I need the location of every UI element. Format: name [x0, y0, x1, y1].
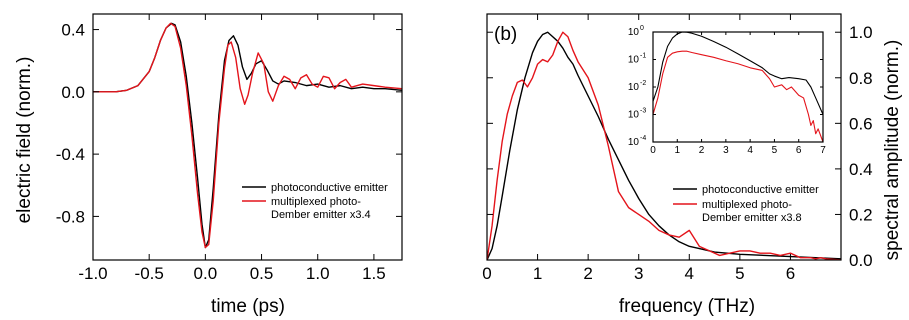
panel-b-xtick-label: 2: [583, 264, 592, 283]
panel-b-ytick-label: 1.0: [849, 23, 873, 42]
panel-a-frame: [92, 13, 403, 261]
panel-a-legend-label-1: photoconductive emitter: [271, 182, 388, 194]
inset-series-photo-dember-line: [653, 50, 823, 142]
panel-b-curves: [487, 31, 841, 260]
inset-xtick-label: 0: [650, 145, 656, 156]
panel-b-xtick-label: 1: [533, 264, 542, 283]
inset-xtick-label: 5: [772, 145, 778, 156]
panel-b-xtick-label: 4: [685, 264, 694, 283]
panel-b-ylabel: spectral amplitude (norm.): [882, 40, 903, 261]
panel-b-plot-area: [487, 31, 841, 260]
panel-b-axes: 0 1 2 3 4 5 6 0.0 0.2 0.4 0.6 0.8 1.0: [482, 13, 873, 283]
inset-xtick-label: 3: [723, 145, 729, 156]
panel-b-label: (b): [494, 24, 517, 45]
panel-b-spectral-amplitude: 0 1 2 3 4 5 6 0.0 0.2 0.4 0.6 0.8 1.0 (b) frequency …: [482, 13, 903, 317]
inset-background: [653, 32, 823, 142]
panel-a-ytick-label: 0.0: [61, 83, 85, 102]
inset-ytick-label: 10: [628, 110, 640, 121]
inset-series-photoconductive-line: [653, 32, 823, 115]
panel-b-legend-label-2: multiplexed photo-: [702, 199, 792, 211]
inset-plot-area: [653, 32, 823, 142]
panel-a-axes: -1.0 -0.5 0.0 0.5 1.0 1.5 0.4 0.0 -0.4 -0.8: [56, 13, 403, 283]
panel-b-legend: photoconductive emitter multiplexed phot…: [673, 184, 819, 224]
panel-b-series-photo-dember-line: [487, 31, 841, 260]
inset-ytick-label: 10: [628, 27, 640, 38]
inset-xtick-label: 2: [699, 145, 705, 156]
panel-b-ytick-label: 0.4: [849, 160, 873, 179]
panel-b-series-photoconductive-line: [487, 31, 841, 260]
panel-a-ytick-label: -0.8: [56, 207, 85, 226]
inset-ytick-exponent: 0: [640, 25, 644, 32]
panel-b-ytick-label: 0.6: [849, 114, 873, 133]
inset-ytick-exponent: -4: [640, 135, 646, 142]
panel-a-ytick-label: 0.4: [61, 21, 85, 40]
panel-b-xtick-label: 0: [482, 264, 491, 283]
panel-b-ytick-label: 0.0: [849, 251, 873, 270]
panel-a-xtick-label: 1.0: [306, 264, 330, 283]
inset-curves: [653, 32, 823, 142]
inset-xtick-label: 7: [820, 145, 826, 156]
panel-a-ylabel: electric field (norm.): [14, 57, 35, 224]
panel-a-ytick-label: -0.4: [56, 145, 85, 164]
panel-b-xtick-label: 6: [786, 264, 795, 283]
panel-b-xlabel: frequency (THz): [619, 296, 755, 317]
inset-xtick-label: 6: [796, 145, 802, 156]
panel-a-xtick-label: 0.5: [250, 264, 274, 283]
panel-a-xtick-label: 0.0: [194, 264, 218, 283]
panel-a-xtick-label: -0.5: [135, 264, 164, 283]
panel-a-electric-field: -1.0 -0.5 0.0 0.5 1.0 1.5 0.4 0.0 -0.4 -0.8 time …: [14, 13, 403, 317]
inset-ytick-label: 10: [628, 82, 640, 93]
inset-ytick-exponent: -1: [640, 53, 646, 60]
inset-ytick-label: 10: [628, 137, 640, 148]
panel-a-legend-label-2: multiplexed photo-: [271, 196, 361, 208]
panel-a-xtick-label: -1.0: [78, 264, 107, 283]
panel-b-frame: [486, 13, 842, 261]
panel-b-ytick-label: 0.8: [849, 69, 873, 88]
panel-a-xlabel: time (ps): [211, 296, 285, 317]
panel-a-legend: photoconductive emitter multiplexed phot…: [242, 182, 388, 221]
panel-a-plot-area: [93, 22, 402, 249]
inset-xtick-label: 4: [747, 145, 753, 156]
panel-b-ytick-label: 0.2: [849, 205, 873, 224]
inset-xtick-label: 1: [675, 145, 681, 156]
inset-ytick-exponent: -3: [640, 108, 646, 115]
panel-b-xtick-label: 5: [735, 264, 744, 283]
panel-b-legend-label-1: photoconductive emitter: [702, 184, 819, 196]
panel-a-series-photo-dember-line: [93, 22, 402, 249]
panel-a-curves: [93, 22, 402, 249]
panel-b-xtick-label: 3: [634, 264, 643, 283]
panel-a-xtick-label: 1.5: [362, 264, 386, 283]
panel-b-legend-label-3: Dember emitter x3.8: [702, 212, 802, 224]
panel-a-legend-label-3: Dember emitter x3.4: [271, 209, 371, 221]
inset-ytick-exponent: -2: [640, 80, 646, 87]
inset-ytick-label: 10: [628, 55, 640, 66]
